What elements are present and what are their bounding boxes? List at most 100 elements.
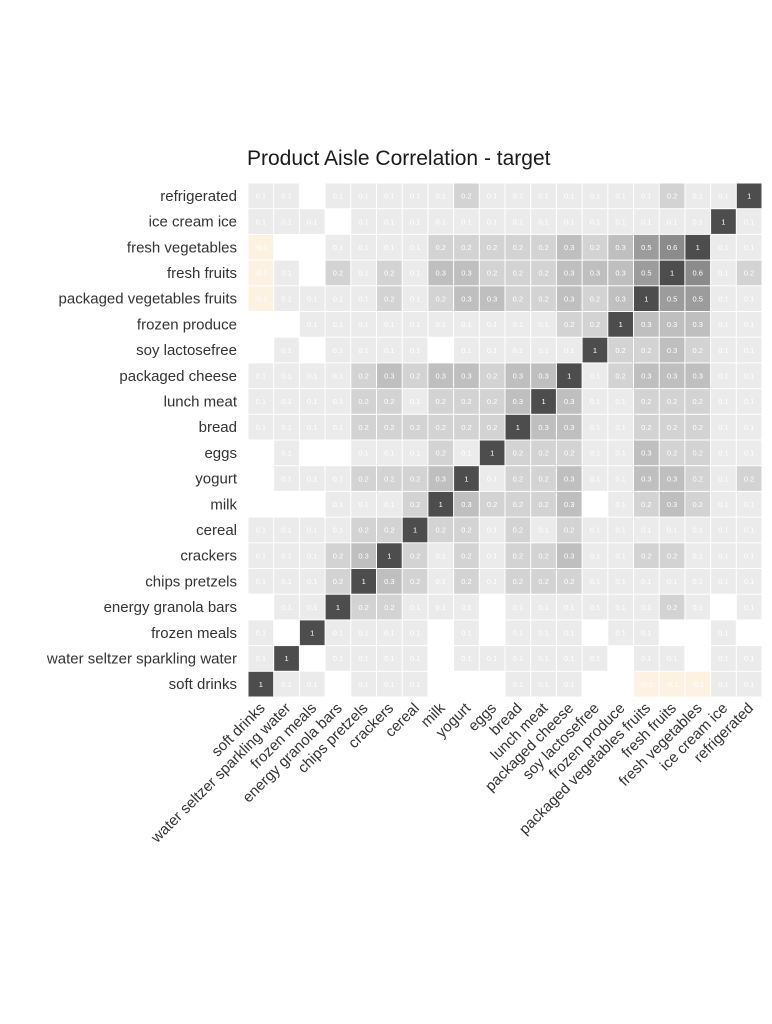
cell-value-label: 0.3 [641, 474, 651, 483]
heatmap-cell [736, 440, 762, 466]
cell-value-label: 0.1 [281, 192, 291, 201]
heatmap-cell [659, 517, 685, 543]
heatmap-cell [556, 440, 582, 466]
cell-value-label: 0.1 [281, 449, 291, 458]
heatmap-cell [531, 646, 556, 671]
heatmap-cell [274, 671, 299, 697]
heatmap-cell [556, 286, 582, 311]
cell-value-label: 0.1 [410, 243, 420, 252]
heatmap-cell [736, 671, 762, 697]
cell-value-label: 0.1 [513, 346, 523, 355]
cell-value-label: 0.1 [281, 346, 291, 355]
heatmap-cell [299, 594, 325, 620]
cell-value-label: 0.1 [256, 423, 266, 432]
heatmap-cell [582, 363, 608, 389]
cell-value-label: 0.2 [564, 449, 574, 458]
cell-value-label: 0.1 [590, 449, 600, 458]
cell-value-label: 0.3 [564, 294, 574, 303]
cell-value-label: 0.1 [256, 628, 266, 637]
heatmap-cell [556, 337, 582, 363]
cell-value-label: 0.1 [590, 577, 600, 586]
y-tick-label: eggs [204, 445, 237, 462]
heatmap-cell [659, 646, 685, 671]
cell-value-label: 0.2 [513, 269, 523, 278]
cell-value-label: 0.2 [538, 577, 548, 586]
cell-value-label: 0.1 [615, 192, 625, 201]
cell-value-label: 0.1 [744, 346, 754, 355]
cell-value-label: 0.2 [538, 474, 548, 483]
heatmap-cell [634, 209, 659, 234]
cell-value-label: 0.1 [307, 371, 317, 380]
cell-value-label: 0.1 [590, 654, 600, 663]
heatmap-cell [299, 312, 325, 337]
cell-value-label: 0.1 [436, 551, 446, 560]
cell-value-label: 0.3 [667, 500, 677, 509]
cell-value-label: 0.2 [513, 577, 523, 586]
cell-value-label: 0.1 [693, 577, 703, 586]
cell-value-label: 0.1 [410, 192, 420, 201]
cell-value-label: 0.1 [590, 397, 600, 406]
cell-value-label: 0.1 [256, 371, 266, 380]
cell-value-label: 0.1 [358, 192, 368, 201]
cell-value-label: 0.3 [564, 423, 574, 432]
heatmap-cell [325, 543, 351, 568]
heatmap-cell [531, 183, 556, 209]
cell-value-label: 0.1 [281, 551, 291, 560]
cell-value-label: 0.3 [487, 294, 497, 303]
heatmap-cell [556, 183, 582, 209]
cell-value-label: 0.1 [538, 320, 548, 329]
heatmap-cell [711, 671, 736, 697]
cell-value-label: 0.1 [744, 551, 754, 560]
heatmap-cell [377, 671, 402, 697]
cell-value-label: 0.2 [513, 500, 523, 509]
heatmap-cell [659, 569, 685, 594]
cell-value-label: 1 [464, 474, 468, 483]
heatmap-cell [531, 337, 556, 363]
heatmap-cell [248, 183, 274, 209]
heatmap-cell [479, 312, 505, 337]
cell-value-label: 0.1 [410, 217, 420, 226]
heatmap-cell [377, 363, 402, 389]
heatmap-cell [634, 671, 659, 697]
heatmap-cell [428, 543, 454, 568]
cell-value-label: 0.1 [256, 192, 266, 201]
heatmap-cell [685, 491, 711, 517]
cell-value-label: 0.3 [667, 320, 677, 329]
cell-value-label: 0.1 [461, 217, 471, 226]
cell-value-label: -0.1 [254, 269, 267, 278]
cell-value-label: 0.1 [333, 346, 343, 355]
heatmap-cell [274, 389, 299, 414]
cell-value-label: 0.2 [487, 397, 497, 406]
heatmap-cell [685, 466, 711, 491]
cell-value-label: 0.2 [333, 577, 343, 586]
cell-value-label: 0.2 [538, 269, 548, 278]
cell-value-label: 0.1 [281, 269, 291, 278]
cell-value-label: 0.1 [538, 680, 548, 689]
cell-value-label: 0.3 [461, 500, 471, 509]
cell-value-label: 0.1 [718, 500, 728, 509]
heatmap-cell [736, 286, 762, 311]
cell-value-label: 0.2 [538, 243, 548, 252]
heatmap-cell [634, 543, 659, 568]
heatmap-cell [377, 209, 402, 234]
cell-value-label: 1 [362, 577, 366, 586]
y-tick-label: lunch meat [164, 393, 238, 410]
cell-value-label: 0.5 [693, 294, 703, 303]
heatmap-cell [505, 234, 531, 260]
heatmap-cell [274, 286, 299, 311]
cell-value-label: 0.1 [513, 603, 523, 612]
cell-value-label: 0.1 [744, 603, 754, 612]
cell-value-label: 0.1 [693, 551, 703, 560]
cell-value-label: 0.3 [384, 577, 394, 586]
heatmap-cell [736, 517, 762, 543]
cell-value-label: 0.1 [333, 654, 343, 663]
cell-value-label: 0.1 [358, 346, 368, 355]
heatmap-cell [428, 363, 454, 389]
cell-value-label: 0.1 [281, 294, 291, 303]
cell-value-label: 0.1 [333, 243, 343, 252]
cell-value-label: 0.2 [436, 449, 446, 458]
cell-value-label: 0.1 [281, 680, 291, 689]
cell-value-label: 0.3 [564, 551, 574, 560]
cell-value-label: 0.1 [718, 192, 728, 201]
